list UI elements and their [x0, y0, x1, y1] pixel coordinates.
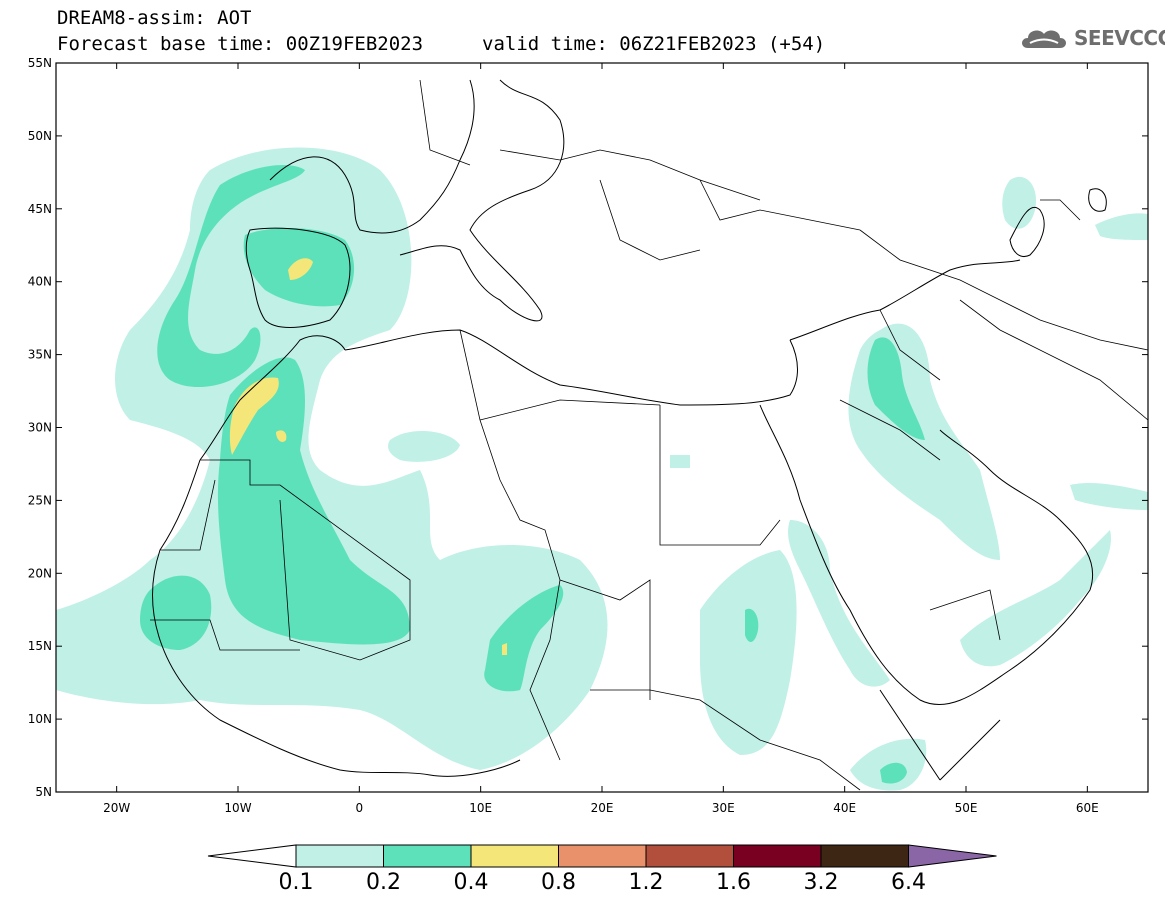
lon-label: 60E: [1076, 801, 1099, 815]
colorbar-label: 0.1: [278, 870, 314, 895]
aot-region-sudan-spot: [745, 608, 759, 642]
lon-label: 40E: [833, 801, 856, 815]
lat-label: 25N: [28, 493, 52, 507]
colorbar-box: [645, 844, 734, 868]
colorbar-box: [820, 844, 909, 868]
valid-time: valid time: 06Z21FEB2023 (+54): [482, 33, 826, 55]
aot-region-iraq: [867, 337, 925, 440]
lon-label: 0: [356, 801, 364, 815]
colorbar-label: 0.2: [366, 870, 401, 895]
colorbar-label: 0.8: [541, 870, 576, 895]
aot-region-caspian: [1002, 176, 1036, 229]
lon-label: 20W: [103, 801, 130, 815]
aot-field: [56, 147, 1148, 791]
aot-region-east-africa: [700, 550, 797, 755]
lat-label: 50N: [28, 129, 52, 143]
lon-label: 10W: [224, 801, 251, 815]
lon-label: 50E: [955, 801, 978, 815]
seevccc-logo: SEEVCCC: [1018, 24, 1165, 52]
lon-label: 30E: [712, 801, 735, 815]
aot-region-algeria-spot: [276, 430, 287, 443]
lat-label: 45N: [28, 202, 52, 216]
colorbar: [207, 844, 997, 868]
lat-label: 20N: [28, 566, 52, 580]
lat-label: 55N: [28, 56, 52, 70]
aot-region-chad-spot: [502, 643, 507, 655]
colorbar-high-arrow: [908, 844, 997, 868]
lat-label: 30N: [28, 421, 52, 435]
lat-label: 15N: [28, 639, 52, 653]
lat-label: 5N: [35, 785, 52, 799]
colorbar-label: 6.4: [891, 870, 926, 895]
axis-labels: 55N 50N 45N 40N 35N 30N 25N 20N 15N 10N 5N 20W 10W 0 1…: [28, 56, 1099, 815]
colorbar-label: 0.4: [453, 870, 489, 895]
aot-region-biscay-arc: [157, 165, 305, 388]
aot-region-gulf: [1070, 482, 1148, 510]
aot-region-morocco-max: [229, 377, 279, 455]
colorbar-box: [558, 844, 647, 868]
lon-label: 10E: [469, 801, 492, 815]
cloud-logo-icon: [1022, 30, 1066, 48]
aot-region-morocco-sahara: [217, 357, 410, 645]
aot-region-horn-spot: [670, 455, 690, 468]
aot-region-iberia-max: [288, 258, 313, 280]
aot-region-red-sea: [788, 520, 890, 687]
colorbar-label: 3.2: [803, 870, 839, 895]
logo-text: SEEVCCC: [1074, 26, 1165, 50]
lat-label: 35N: [28, 348, 52, 362]
borders: [150, 79, 1148, 791]
lon-label: 20E: [591, 801, 614, 815]
lat-label: 10N: [28, 712, 52, 726]
lat-label: 40N: [28, 275, 52, 289]
aot-region-north-africa-patch: [388, 430, 460, 462]
aot-region-lake-chad: [484, 585, 564, 692]
aot-region-central-asia: [1095, 213, 1148, 240]
colorbar-box: [295, 844, 384, 868]
colorbar-label: 1.6: [716, 870, 751, 895]
map-title: DREAM8-assim: AOT: [57, 7, 252, 29]
aot-region-somalia-core: [880, 762, 907, 784]
colorbar-label: 1.2: [628, 870, 664, 895]
axis-ticks: [56, 62, 1148, 793]
forecast-base-time: Forecast base time: 00Z19FEB2023: [57, 33, 424, 55]
colorbar-box: [733, 844, 822, 868]
coastlines: [152, 79, 1107, 781]
aot-region-arabia-coast: [960, 530, 1111, 667]
colorbar-box: [470, 844, 559, 868]
colorbar-low-arrow: [207, 844, 297, 868]
colorbar-box: [383, 844, 472, 868]
